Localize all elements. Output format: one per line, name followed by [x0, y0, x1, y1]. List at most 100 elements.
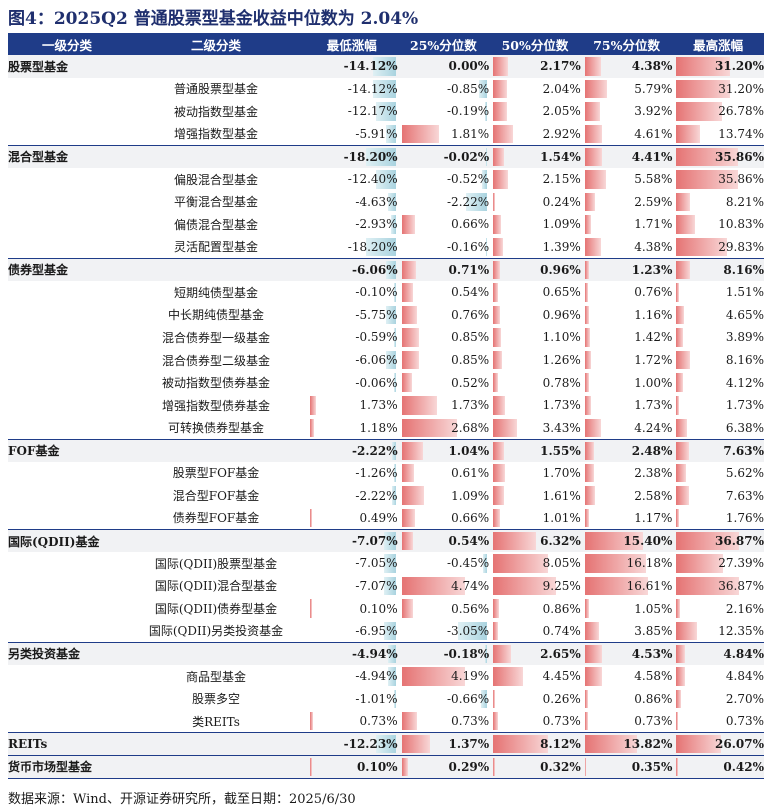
- max-return-cell: 1.51%: [672, 281, 764, 304]
- p50-return-value: 4.45%: [542, 669, 581, 684]
- p50-return-cell: 2.17%: [489, 55, 581, 78]
- max-return-cell: 1.73%: [672, 394, 764, 417]
- min-return-value: -2.93%: [355, 217, 398, 232]
- positive-databar: [584, 57, 602, 76]
- p75-return-cell: 4.24%: [581, 417, 672, 440]
- negative-databar: [366, 147, 396, 166]
- negative-databar: [392, 486, 396, 505]
- table-row: 普通股票型基金 -14.12% -0.85% 2.04% 5.79% 31.20%: [8, 78, 764, 101]
- p25-return-cell: 1.73%: [398, 394, 489, 417]
- positive-databar: [676, 486, 690, 505]
- p75-return-value: 1.23%: [631, 262, 673, 277]
- max-return-value: 7.63%: [723, 443, 764, 458]
- min-return-cell: 0.73%: [306, 710, 398, 733]
- p50-return-value: 1.73%: [542, 398, 581, 413]
- level1-category: [8, 236, 126, 259]
- positive-databar: [401, 599, 414, 618]
- max-return-value: 13.74%: [718, 126, 764, 141]
- p50-return-cell: 4.45%: [489, 665, 581, 688]
- p75-return-cell: 1.00%: [581, 371, 672, 394]
- p50-return-value: 1.55%: [540, 443, 581, 458]
- max-return-cell: 3.89%: [672, 326, 764, 349]
- negative-databar: [394, 373, 396, 392]
- p25-return-cell: 0.54%: [398, 281, 489, 304]
- positive-databar: [676, 599, 681, 618]
- level1-category: [8, 394, 126, 417]
- negative-databar: [392, 441, 396, 460]
- negative-databar: [372, 79, 396, 99]
- positive-databar: [676, 689, 681, 709]
- positive-databar: [584, 395, 592, 415]
- p50-return-cell: 0.24%: [489, 191, 581, 214]
- max-return-value: 35.86%: [718, 172, 764, 187]
- positive-databar: [493, 667, 524, 686]
- level2-category: [126, 438, 306, 462]
- level2-category: 债券型FOF基金: [172, 511, 260, 526]
- max-return-value: 26.78%: [718, 104, 764, 119]
- p75-return-cell: 1.71%: [581, 213, 672, 236]
- positive-databar: [584, 418, 601, 437]
- level1-category: [8, 665, 126, 688]
- table-row: 平衡混合型基金 -4.63% -2.22% 0.24% 2.59% 8.21%: [8, 191, 764, 214]
- p25-return-cell: 1.04%: [397, 438, 490, 462]
- negative-databar: [485, 147, 488, 166]
- p25-return-cell: 0.54%: [397, 528, 490, 553]
- min-return-cell: -0.06%: [306, 371, 398, 394]
- p50-return-value: 0.96%: [542, 307, 581, 322]
- p25-return-value: -0.85%: [447, 81, 490, 96]
- p75-return-cell: 0.76%: [581, 281, 672, 304]
- level2-category: 被动指数型债券基金: [161, 376, 270, 391]
- max-return-cell: 8.16%: [672, 257, 764, 281]
- negative-databar: [386, 305, 396, 325]
- min-return-value: -12.40%: [347, 172, 398, 187]
- p25-return-cell: 1.81%: [398, 123, 489, 146]
- min-return-cell: -1.01%: [306, 688, 398, 711]
- level2-category: 混合债券型二级基金: [161, 353, 270, 368]
- table-group-row: FOF基金 -2.22% 1.04% 1.55% 2.48% 7.63%: [8, 438, 764, 462]
- positive-databar: [493, 441, 504, 460]
- p75-return-value: 3.85%: [634, 623, 673, 638]
- positive-databar: [584, 79, 607, 99]
- positive-databar: [676, 463, 686, 483]
- p25-return-cell: -0.02%: [397, 144, 490, 168]
- positive-databar: [401, 373, 413, 392]
- min-return-cell: -0.10%: [306, 281, 398, 304]
- negative-databar: [457, 621, 488, 640]
- p75-return-cell: 2.59%: [581, 191, 672, 214]
- level2-category: [126, 144, 306, 168]
- positive-databar: [493, 554, 548, 573]
- table-body: 股票型基金 -14.12% 0.00% 2.17% 4.38% 31.20% 普通股票型基金…: [8, 55, 764, 779]
- p50-return-cell: 0.78%: [489, 371, 581, 394]
- table-row: 混合型FOF基金 -2.22% 1.09% 1.61% 2.58% 7.63%: [8, 484, 764, 507]
- level2-category: 类REITs: [192, 714, 240, 729]
- min-return-cell: -4.94%: [306, 641, 398, 666]
- level1-category: [8, 620, 126, 643]
- level1-category: [8, 281, 126, 304]
- p25-return-value: -0.02%: [443, 149, 490, 164]
- table-row: 国际(QDII)另类投资基金 -6.95% -3.05% 0.74% 3.85% 12.3…: [8, 620, 764, 643]
- positive-databar: [584, 486, 595, 505]
- level1-category: [8, 484, 126, 507]
- max-return-value: 8.21%: [725, 194, 764, 209]
- positive-databar: [401, 260, 417, 279]
- max-return-value: 4.84%: [725, 669, 764, 684]
- min-return-cell: -2.22%: [306, 438, 398, 462]
- positive-databar: [584, 599, 589, 618]
- p50-return-cell: 2.92%: [489, 123, 581, 146]
- p50-return-cell: 0.26%: [489, 688, 581, 711]
- level2-category: 平衡混合型基金: [173, 195, 258, 210]
- positive-databar: [493, 576, 557, 596]
- positive-databar: [493, 102, 508, 121]
- min-return-cell: -14.12%: [306, 78, 398, 101]
- level2-category: 股票型FOF基金: [172, 466, 260, 481]
- positive-databar: [676, 441, 690, 460]
- p25-return-value: 0.76%: [451, 307, 490, 322]
- p25-return-cell: -0.66%: [398, 688, 489, 711]
- min-return-value: -7.07%: [351, 534, 398, 549]
- p75-return-value: 0.73%: [634, 714, 673, 729]
- p50-return-value: 2.17%: [540, 59, 581, 74]
- p50-return-value: 1.39%: [542, 239, 581, 254]
- negative-databar: [385, 350, 396, 370]
- min-return-cell: -18.20%: [306, 144, 398, 168]
- max-return-cell: 7.63%: [672, 438, 764, 462]
